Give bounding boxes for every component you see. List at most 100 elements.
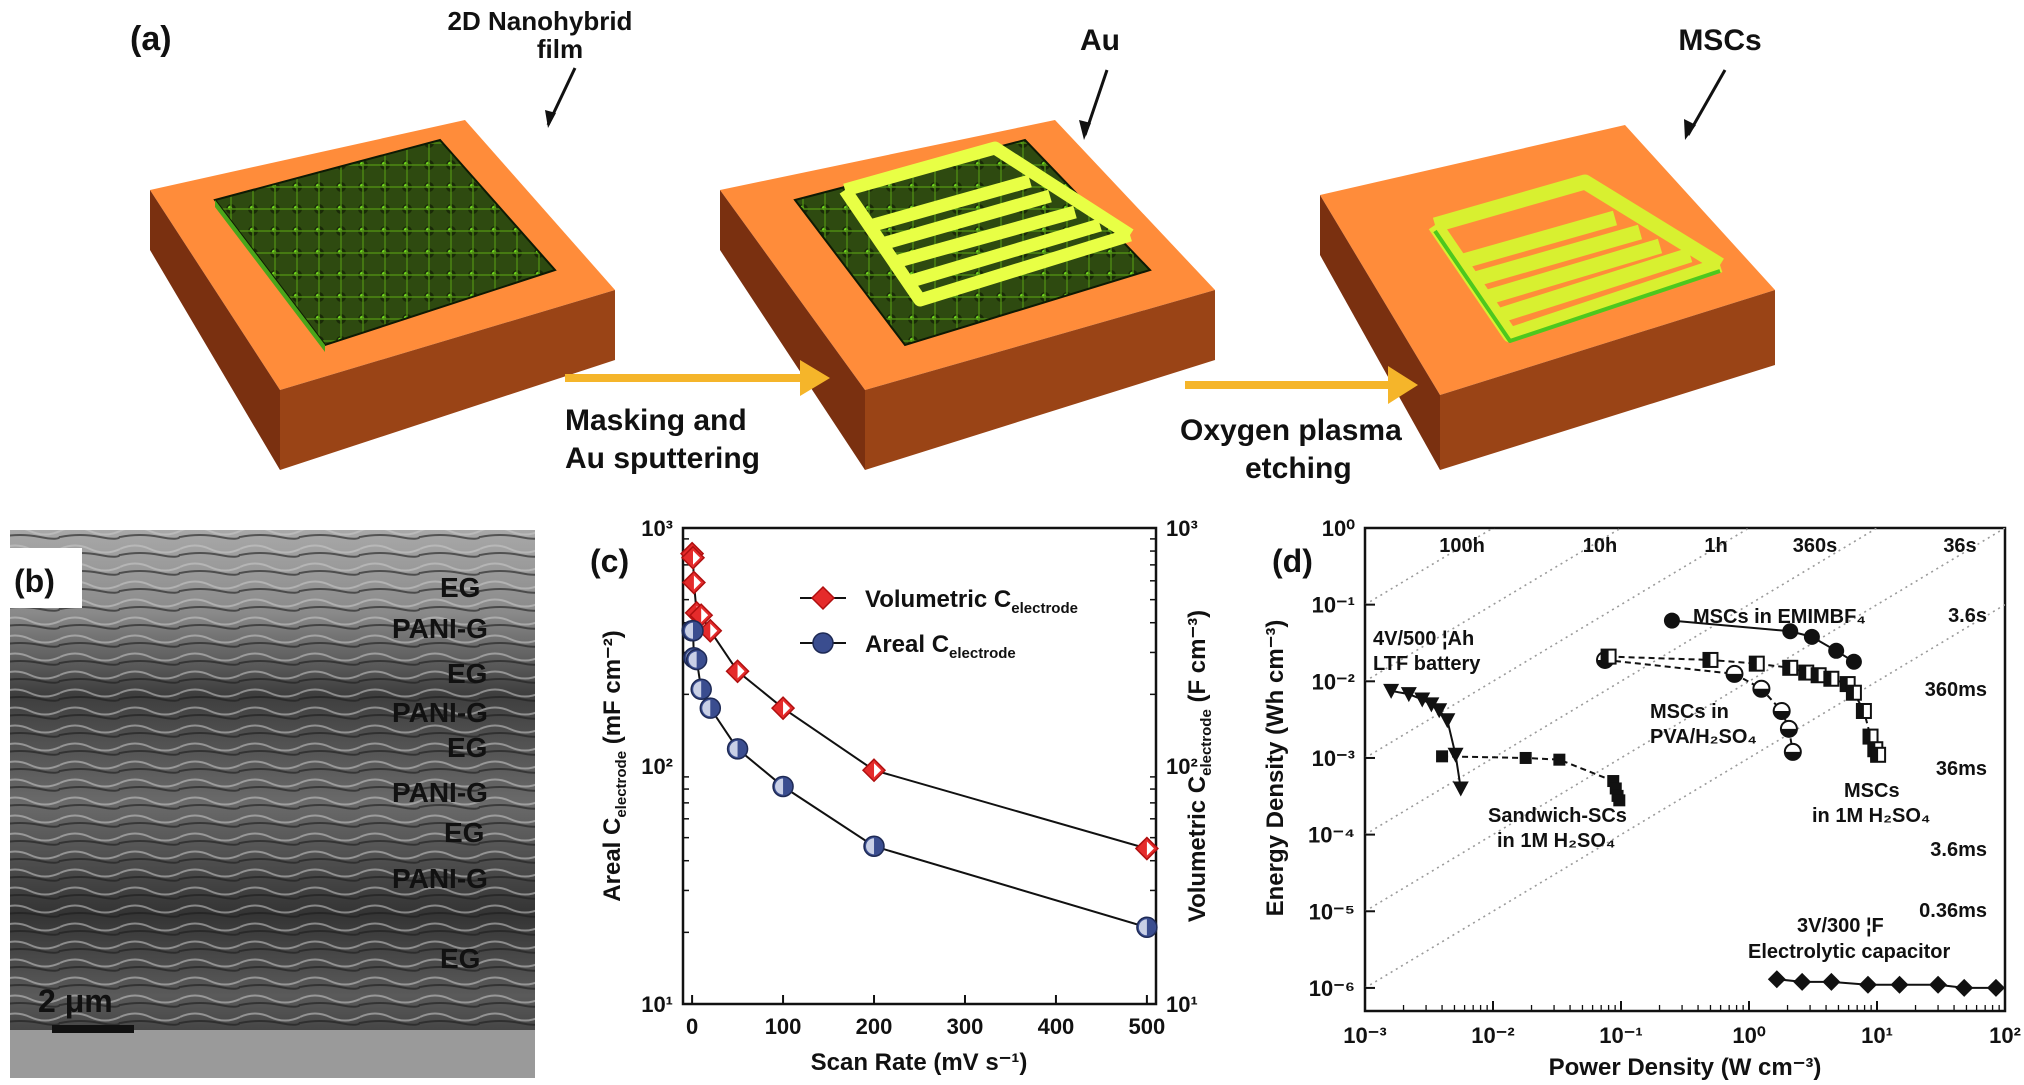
x-tick-label-c: 100: [765, 1014, 802, 1039]
iso-time-guides: [1365, 528, 2005, 989]
data-point-areal-half: [688, 651, 697, 668]
x-tick-label-c: 500: [1129, 1014, 1166, 1039]
data-point-areal-half: [702, 700, 711, 717]
data-point-battery: [1414, 692, 1431, 708]
time-label-right: 0.36ms: [1919, 900, 1987, 922]
panel-d-ylabel: Energy Density (Wh cm⁻³): [1262, 620, 1289, 917]
iso-time-line: [1365, 528, 1751, 759]
x-tick-label-c: 300: [947, 1014, 984, 1039]
annot-h2so4-1: MSCs: [1844, 780, 1900, 802]
scale-bar: [52, 1025, 134, 1033]
substrate-block-3: [1320, 125, 1775, 470]
data-point-h2so4-half: [1601, 649, 1609, 664]
panel-b-label: (b): [14, 563, 55, 599]
data-point-volumetric-half: [783, 701, 791, 716]
iso-time-line: [1365, 603, 2005, 989]
panel-d-label: (d): [1272, 543, 1313, 579]
data-point-areal-half: [1138, 919, 1147, 936]
data-point-electrolytic: [1858, 975, 1877, 994]
data-point-volumetric-half: [1146, 841, 1154, 856]
time-label-right: 360ms: [1925, 679, 1987, 701]
data-point-emim: [1845, 653, 1862, 670]
panel-a-label: (a): [130, 20, 172, 58]
x-tick-label-c: 200: [856, 1014, 893, 1039]
data-point-areal-half: [729, 740, 738, 757]
panel-a: (a) 2D Nanohybrid film: [130, 6, 1775, 485]
data-point-h2so4-half: [1811, 668, 1819, 683]
legend-areal: Areal Celectrode: [865, 631, 1016, 662]
data-point-volumetric-half: [701, 608, 709, 623]
y-tick-label-right-c: 10²: [1166, 754, 1198, 779]
data-point-sandwich: [1613, 794, 1626, 807]
process-arrow-1: [565, 360, 830, 396]
y-tick-label-d: 10⁻¹: [1312, 593, 1355, 618]
data-point-battery: [1431, 703, 1448, 719]
data-point-h2so4-half: [1703, 652, 1711, 667]
y-tick-label-d: 10⁻⁵: [1309, 899, 1355, 924]
data-point-h2so4-half: [1749, 656, 1757, 671]
data-point-electrolytic: [1986, 978, 2005, 997]
data-point-volumetric-half: [737, 664, 745, 679]
series-line-c: [691, 553, 1148, 850]
substrate-block-2: [720, 120, 1215, 470]
annot-pva-2: PVA/H₂SO₄: [1650, 726, 1757, 748]
data-point-electrolytic: [1767, 970, 1786, 989]
x-tick-label-c: 0: [686, 1014, 698, 1039]
step-1-line-1: Masking and: [565, 404, 747, 437]
time-label-top: 360s: [1793, 535, 1838, 557]
time-label-top: 10h: [1583, 535, 1617, 557]
data-point-electrolytic: [1890, 975, 1909, 994]
data-point-emim: [1663, 612, 1680, 629]
data-point-pva-half: [1753, 688, 1770, 697]
series-line-d: [1390, 689, 1462, 789]
y-tick-label-d: 10⁻⁶: [1309, 976, 1355, 1001]
panel-d-xlabel: Power Density (W cm⁻³): [1549, 1054, 1822, 1081]
panel-c-label: (c): [590, 543, 629, 579]
layer-labels: EG PANI-G EG PANI-G EG PANI-G EG PANI-G EG: [392, 572, 488, 974]
y-tick-label-left-c: 10²: [641, 754, 673, 779]
data-point-pva-half: [1726, 673, 1743, 682]
data-point-sandwich: [1519, 751, 1532, 764]
step-1-line-2: Au sputtering: [565, 442, 760, 475]
data-point-electrolytic: [1793, 972, 1812, 991]
panel-c-ylabel-left: Areal Celectrode (mF cm⁻²): [599, 630, 630, 901]
time-label-top: 36s: [1943, 535, 1976, 557]
msc-label: MSCs: [1678, 24, 1761, 57]
time-label-top: 1h: [1704, 535, 1727, 557]
data-point-areal-half: [685, 622, 694, 639]
panel-c-xlabel: Scan Rate (mV s⁻¹): [811, 1049, 1028, 1076]
annot-sandwich-2: in 1M H₂SO₄: [1497, 830, 1615, 852]
x-tick-label-d: 10²: [1989, 1023, 2021, 1048]
y-tick-label-d: 10⁻³: [1312, 746, 1355, 771]
legend-marker-volumetric: [810, 585, 836, 611]
data-point-volumetric-half: [874, 763, 882, 778]
y-tick-label-d: 10⁰: [1322, 516, 1355, 541]
annot-battery-2: LTF battery: [1373, 653, 1481, 675]
plot-frame-d: [1363, 526, 2007, 1013]
time-label-right: 36ms: [1936, 758, 1987, 780]
data-point-sandwich: [1553, 753, 1566, 766]
panel-c-ylabel-right: Volumetric Celectrode (F cm⁻³): [1184, 610, 1215, 922]
step-2-line-1: Oxygen plasma: [1180, 414, 1402, 447]
panel-b-label-box: [10, 548, 82, 608]
data-point-h2so4-half: [1840, 677, 1848, 692]
au-label: Au: [1080, 24, 1120, 57]
msc-pointer-head: [1684, 119, 1696, 140]
data-point-volumetric-half: [693, 550, 701, 565]
annot-sandwich-1: Sandwich-SCs: [1488, 805, 1627, 827]
data-point-emim: [1782, 623, 1799, 640]
data-point-electrolytic: [1929, 975, 1948, 994]
x-tick-label-d: 10⁰: [1732, 1023, 1765, 1048]
scale-bar-label: 2 μm: [38, 983, 113, 1019]
legend-marker-areal: [812, 632, 834, 654]
y-tick-label-left-c: 10³: [641, 516, 673, 541]
y-tick-label-d: 10⁻⁴: [1308, 823, 1355, 848]
data-point-areal-half: [866, 838, 875, 855]
data-point-areal-half: [775, 778, 784, 795]
layer-label-eg: EG: [447, 732, 487, 763]
data-point-pva-half: [1784, 751, 1801, 760]
au-electrodes: [839, 141, 1134, 307]
